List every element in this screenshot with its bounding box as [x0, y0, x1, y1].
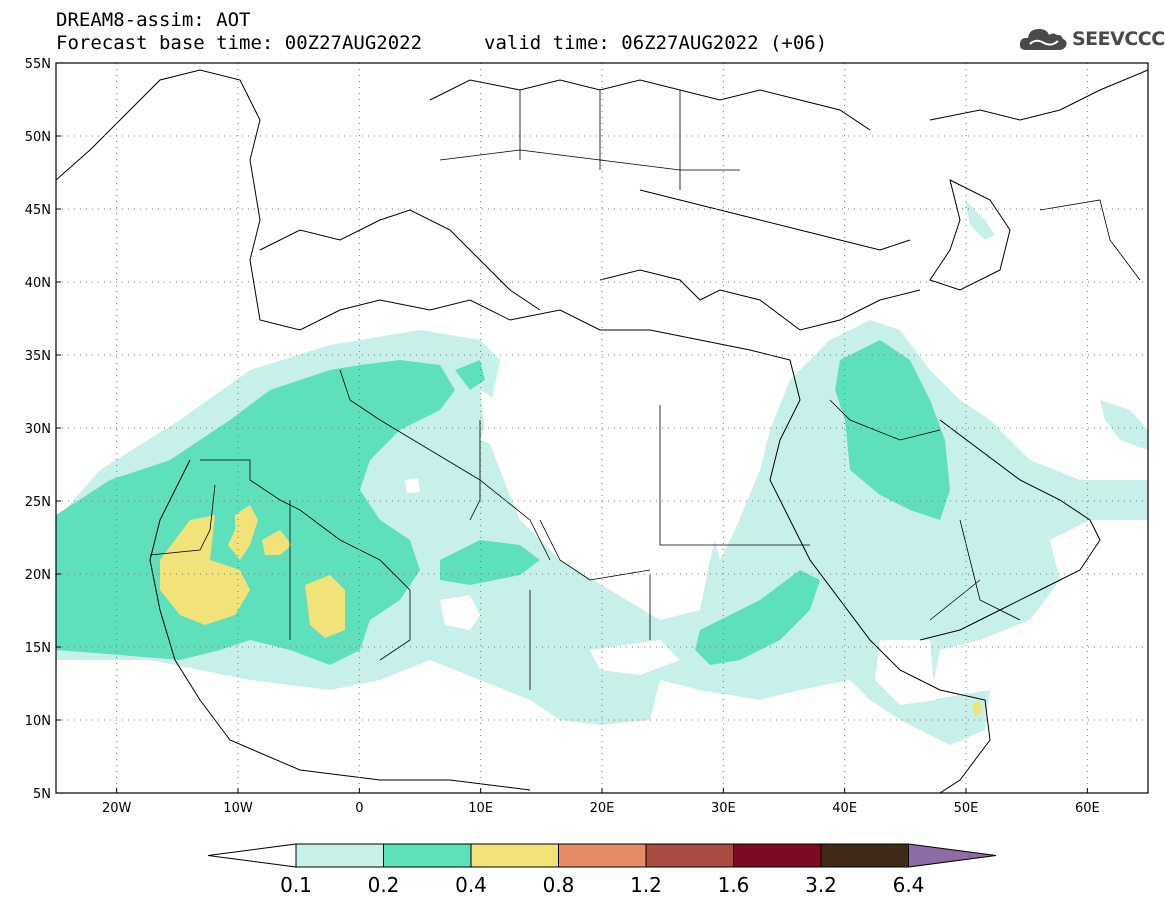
country-borders [149, 90, 1141, 690]
colorbar-level-label: 1.2 [630, 873, 662, 897]
colorbar-level-label: 0.8 [543, 873, 575, 897]
coastlines [56, 69, 1148, 793]
colorbar-box [820, 843, 909, 868]
lon-tick-label: 0 [355, 801, 363, 816]
colorbar-level-label: 6.4 [893, 873, 925, 897]
lat-tick-label: 30N [25, 422, 51, 437]
lat-tick-label: 45N [25, 203, 51, 218]
colorbar-level-label: 3.2 [805, 873, 837, 897]
colorbar-level-label: 0.2 [368, 873, 400, 897]
lon-tick-label: 30E [711, 801, 736, 816]
lat-tick-label: 25N [25, 495, 51, 510]
seevccc-logo: SEEVCCC [1018, 22, 1165, 56]
lat-tick-label: 15N [25, 641, 51, 656]
lon-tick-label: 10W [223, 801, 253, 816]
lon-tick-label: 20W [102, 801, 132, 816]
lon-tick-label: 10E [468, 801, 493, 816]
lon-tick-label: 50E [954, 801, 979, 816]
lat-tick-label: 20N [25, 568, 51, 583]
colorbar-box [645, 843, 734, 868]
colorbar-box [295, 843, 384, 868]
forecast-base-time: Forecast base time: 00Z27AUG2022 [56, 32, 423, 54]
colorbar-box [558, 843, 647, 868]
colorbar-level-label: 0.4 [455, 873, 487, 897]
colorbar-level-label: 1.6 [718, 873, 750, 897]
cloud-icon [1019, 29, 1067, 50]
lat-tick-label: 50N [25, 130, 51, 145]
colorbar-low-triangle [207, 843, 297, 868]
colorbar-box [733, 843, 822, 868]
lon-tick-label: 20E [590, 801, 615, 816]
lat-tick-label: 55N [25, 57, 51, 72]
valid-time: valid time: 06Z27AUG2022 (+06) [484, 32, 828, 54]
colorbar-level-label: 0.1 [280, 873, 312, 897]
aot-contours [56, 69, 1148, 793]
lat-tick-label: 35N [25, 349, 51, 364]
colorbar-high-triangle [908, 843, 997, 868]
lon-tick-label: 60E [1075, 801, 1100, 816]
aot-band-0.4-0.8 [160, 505, 982, 716]
colorbar-box [470, 843, 559, 868]
longitude-labels: 20W 10W 0 10E 20E 30E 40E 50E 60E [102, 788, 1100, 816]
lat-tick-label: 40N [25, 276, 51, 291]
latitude-labels: 55N 50N 45N 40N 35N 30N 25N 20N 15N 10N 5N [25, 57, 61, 802]
map-title: DREAM8-assim: AOT [56, 9, 251, 31]
lat-tick-label: 5N [33, 787, 51, 802]
colorbar-box [383, 843, 472, 868]
logo-text: SEEVCCC [1072, 28, 1165, 50]
lat-tick-label: 10N [25, 714, 51, 729]
lon-tick-label: 40E [832, 801, 857, 816]
